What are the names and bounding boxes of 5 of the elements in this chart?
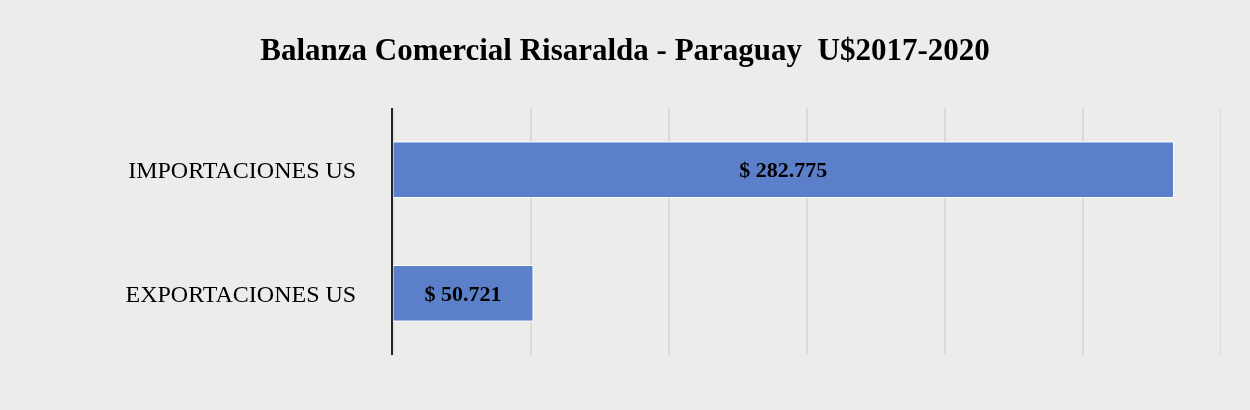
data-label: $ 282.775 <box>739 157 828 183</box>
y-tick-label: EXPORTACIONES US <box>125 280 357 307</box>
y-tick-label: IMPORTACIONES US <box>128 157 357 184</box>
chart-title: Balanza Comercial Risaralda - Paraguay U$2017-2020 <box>260 32 990 68</box>
data-label: $ 50.721 <box>424 280 502 306</box>
